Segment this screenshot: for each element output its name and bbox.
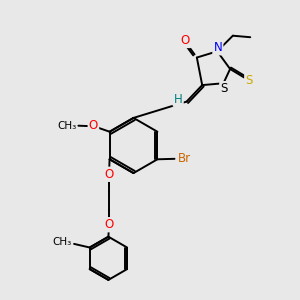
Text: H: H [174, 93, 183, 106]
Text: Br: Br [178, 152, 191, 165]
Text: O: O [104, 168, 114, 181]
Text: O: O [104, 218, 114, 231]
Text: S: S [245, 74, 253, 88]
Text: S: S [220, 82, 228, 95]
Text: CH₃: CH₃ [52, 237, 72, 248]
Text: O: O [89, 119, 98, 132]
Text: O: O [181, 34, 190, 47]
Text: N: N [214, 41, 222, 54]
Text: CH₃: CH₃ [58, 121, 77, 131]
